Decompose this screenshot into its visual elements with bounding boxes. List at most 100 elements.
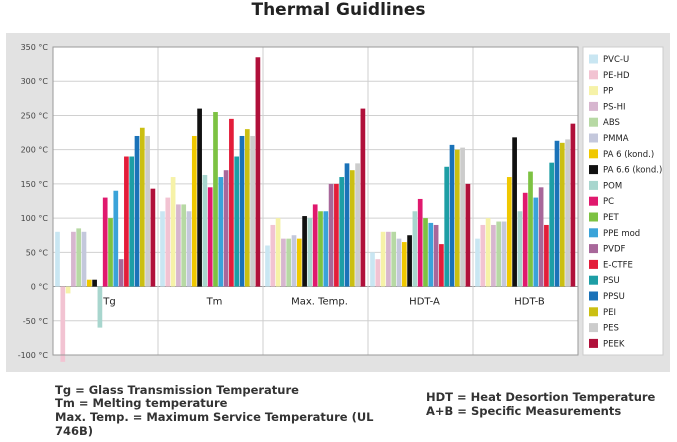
bar [559, 142, 565, 287]
legend-swatch [589, 259, 598, 269]
category-label: Tg [102, 297, 115, 308]
legend-swatch [589, 54, 598, 64]
bar [229, 118, 234, 287]
y-tick-label: 350 °C [21, 43, 49, 52]
footnote-tg: Tg = Glass Transmission Temperature [55, 383, 299, 397]
legend-label: PC [603, 197, 614, 207]
legend-swatch [589, 133, 598, 143]
y-tick-label: 100 °C [21, 214, 49, 223]
bar [412, 211, 418, 287]
legend-label: ABS [603, 118, 620, 128]
legend-label: PEI [603, 308, 616, 318]
legend-swatch [589, 180, 598, 190]
bar [449, 144, 455, 287]
bar [522, 192, 528, 287]
bar [528, 171, 533, 287]
legend-label: PE-HD [603, 71, 630, 81]
legend-swatch [589, 165, 598, 175]
legend-label: PET [603, 213, 619, 223]
bar [160, 211, 165, 287]
bar [207, 187, 213, 287]
footnote-tm: Tm = Melting temperature [55, 396, 228, 410]
bar [460, 147, 465, 287]
bar [139, 127, 145, 287]
bar [302, 216, 307, 287]
bar [234, 156, 240, 287]
bar [86, 279, 92, 287]
legend-swatch [589, 196, 598, 206]
bar [150, 188, 156, 287]
bar [533, 197, 539, 287]
bar [223, 170, 229, 287]
legend-label: PA 6.6 (kond.) [603, 166, 662, 176]
legend-label: PSU [603, 276, 620, 286]
bar [71, 231, 76, 287]
bar [312, 204, 318, 287]
y-tick-label: -50 °C [23, 317, 49, 326]
legend-swatch [589, 117, 598, 127]
y-tick-label: 150 °C [21, 180, 49, 189]
y-tick-label: 0 °C [31, 283, 49, 292]
bar [250, 135, 255, 287]
bar [480, 224, 486, 287]
bar [501, 221, 507, 287]
legend-swatch [589, 338, 598, 348]
y-tick-label: 50 °C [26, 248, 49, 257]
bar [76, 228, 82, 287]
bar [391, 231, 397, 287]
bar [570, 123, 576, 287]
bar [170, 177, 176, 287]
chart-title: Thermal Guidlines [251, 0, 426, 20]
legend-label: E-CTFE [603, 260, 633, 270]
bar [307, 218, 313, 287]
legend-label: PVC-U [603, 55, 629, 65]
bar [512, 137, 517, 287]
bar [334, 183, 339, 287]
bar [318, 211, 323, 287]
bar [386, 231, 391, 287]
bar [176, 204, 181, 287]
bar [145, 135, 150, 287]
bar [423, 218, 428, 287]
bar [102, 197, 108, 287]
bar [97, 286, 103, 328]
category-label: HDT-B [514, 297, 545, 308]
legend-swatch [589, 70, 598, 80]
legend-label: PS-HI [603, 102, 626, 112]
legend-label: PP [603, 87, 613, 97]
bar [465, 183, 471, 287]
bar [565, 139, 570, 287]
bar [428, 222, 434, 287]
legend-swatch [589, 275, 598, 285]
y-tick-label: 200 °C [21, 146, 49, 155]
legend-label: PVDF [603, 245, 625, 255]
footnote-ab: A+B = Specific Measurements [426, 404, 622, 418]
legend-swatch [589, 212, 598, 222]
bar [344, 163, 350, 287]
bar [323, 211, 329, 287]
y-tick-label: -100 °C [18, 351, 49, 360]
bar [213, 112, 218, 287]
bar [113, 190, 119, 287]
bar [186, 211, 192, 287]
bar [165, 197, 171, 287]
footnote-max-temp-line2: 746B) [55, 424, 94, 438]
legend-swatch [589, 228, 598, 238]
bar [417, 198, 423, 287]
footnote-max-temp-line1: Max. Temp. = Maximum Service Temperature… [55, 410, 374, 424]
bar [55, 231, 60, 287]
bar [355, 163, 360, 287]
bar [407, 235, 412, 287]
bar [506, 177, 512, 287]
bar [281, 238, 286, 287]
bar [239, 135, 245, 287]
legend-label: PES [603, 324, 619, 334]
bar [118, 259, 124, 287]
bar [124, 156, 129, 287]
bar [218, 177, 224, 287]
bar [134, 135, 140, 287]
bar [265, 245, 270, 287]
bar [380, 231, 386, 287]
plot-border [52, 46, 579, 356]
bar [360, 108, 366, 287]
